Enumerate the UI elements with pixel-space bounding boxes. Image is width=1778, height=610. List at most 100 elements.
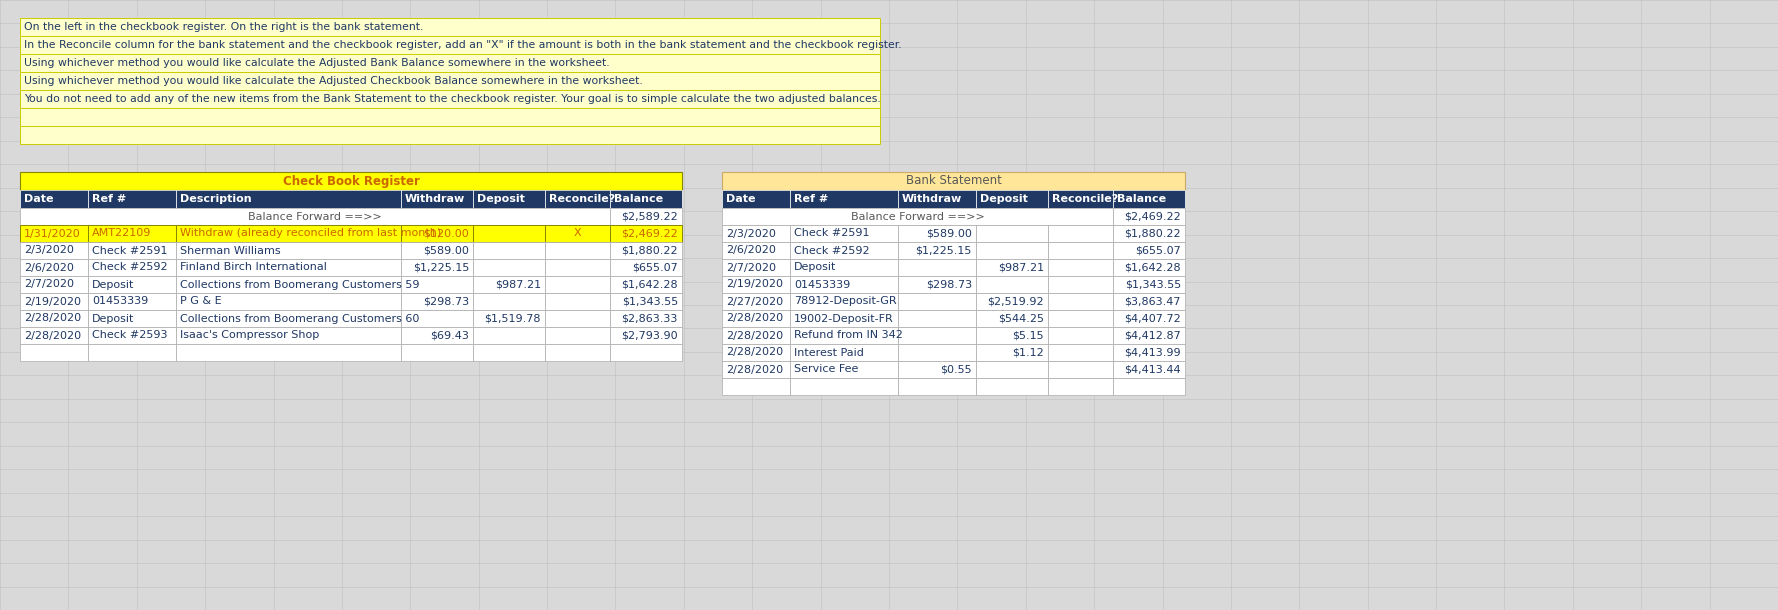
Bar — [87, 276, 176, 293]
Bar — [402, 293, 473, 310]
Text: Withdraw: Withdraw — [901, 194, 962, 204]
Bar — [1047, 276, 1113, 293]
Bar — [473, 242, 546, 259]
Bar — [473, 276, 546, 293]
Text: $1,225.15: $1,225.15 — [412, 262, 469, 273]
Bar — [473, 327, 546, 344]
Bar — [402, 276, 473, 293]
Bar — [722, 208, 1113, 225]
Text: Using whichever method you would like calculate the Adjusted Bank Balance somewh: Using whichever method you would like ca… — [23, 58, 610, 68]
Bar — [1047, 310, 1113, 327]
Bar — [1113, 242, 1184, 259]
Text: 2/27/2020: 2/27/2020 — [725, 296, 782, 306]
Text: 01453339: 01453339 — [795, 279, 850, 290]
Text: $987.21: $987.21 — [494, 279, 541, 290]
Text: $298.73: $298.73 — [926, 279, 973, 290]
Bar — [789, 378, 898, 395]
Bar — [976, 310, 1047, 327]
Bar — [402, 190, 473, 208]
Bar — [87, 293, 176, 310]
Bar — [722, 259, 789, 276]
Bar — [789, 293, 898, 310]
Text: Deposit: Deposit — [92, 314, 135, 323]
Bar — [546, 259, 610, 276]
Bar — [1047, 327, 1113, 344]
Bar — [789, 259, 898, 276]
Text: Date: Date — [725, 194, 756, 204]
Text: 2/28/2020: 2/28/2020 — [725, 365, 782, 375]
Text: $2,793.90: $2,793.90 — [621, 331, 677, 340]
Text: 2/28/2020: 2/28/2020 — [23, 331, 82, 340]
Text: $1,880.22: $1,880.22 — [1124, 229, 1181, 239]
Bar — [976, 190, 1047, 208]
Text: $2,469.22: $2,469.22 — [1124, 212, 1181, 221]
Bar — [176, 242, 402, 259]
Bar — [546, 190, 610, 208]
Bar — [722, 293, 789, 310]
Bar — [1113, 361, 1184, 378]
Bar — [1113, 378, 1184, 395]
Text: $4,407.72: $4,407.72 — [1124, 314, 1181, 323]
Bar — [1113, 293, 1184, 310]
Bar — [20, 72, 880, 90]
Text: P G & E: P G & E — [180, 296, 222, 306]
Bar — [976, 276, 1047, 293]
Bar — [898, 190, 976, 208]
Bar — [1047, 344, 1113, 361]
Text: You do not need to add any of the new items from the Bank Statement to the check: You do not need to add any of the new it… — [23, 94, 880, 104]
Bar — [898, 327, 976, 344]
Text: AMT22109: AMT22109 — [92, 229, 151, 239]
Text: Finland Birch International: Finland Birch International — [180, 262, 327, 273]
Bar — [546, 310, 610, 327]
Bar — [20, 18, 880, 36]
Text: Deposit: Deposit — [795, 262, 836, 273]
Text: 2/3/2020: 2/3/2020 — [23, 245, 75, 256]
Bar — [898, 225, 976, 242]
Bar — [898, 310, 976, 327]
Bar — [789, 190, 898, 208]
Text: $4,413.99: $4,413.99 — [1124, 348, 1181, 357]
Bar — [87, 344, 176, 361]
Bar — [176, 293, 402, 310]
Text: $1,519.78: $1,519.78 — [484, 314, 541, 323]
Text: Balance Forward ==>>: Balance Forward ==>> — [850, 212, 985, 221]
Text: In the Reconcile column for the bank statement and the checkbook register, add a: In the Reconcile column for the bank sta… — [23, 40, 901, 50]
Text: Service Fee: Service Fee — [795, 365, 859, 375]
Text: 78912-Deposit-GR: 78912-Deposit-GR — [795, 296, 896, 306]
Bar — [546, 293, 610, 310]
Bar — [976, 327, 1047, 344]
Bar — [20, 36, 880, 54]
Bar — [722, 310, 789, 327]
Bar — [1047, 378, 1113, 395]
Bar — [473, 190, 546, 208]
Text: Using whichever method you would like calculate the Adjusted Checkbook Balance s: Using whichever method you would like ca… — [23, 76, 644, 86]
Bar — [20, 242, 87, 259]
Bar — [87, 310, 176, 327]
Bar — [402, 242, 473, 259]
Bar — [20, 190, 87, 208]
Bar — [976, 242, 1047, 259]
Bar — [402, 225, 473, 242]
Bar — [898, 259, 976, 276]
Bar — [1113, 310, 1184, 327]
Text: Ref #: Ref # — [92, 194, 126, 204]
Text: $2,519.92: $2,519.92 — [987, 296, 1044, 306]
Bar — [473, 293, 546, 310]
Bar — [20, 276, 87, 293]
Text: $4,412.87: $4,412.87 — [1124, 331, 1181, 340]
Bar — [20, 172, 683, 190]
Bar — [546, 327, 610, 344]
Bar — [722, 242, 789, 259]
Bar — [176, 310, 402, 327]
Bar — [1047, 293, 1113, 310]
Text: Refund from IN 342: Refund from IN 342 — [795, 331, 903, 340]
Text: Withdraw (already reconciled from last month): Withdraw (already reconciled from last m… — [180, 229, 441, 239]
Bar — [1047, 361, 1113, 378]
Text: $1,343.55: $1,343.55 — [1125, 279, 1181, 290]
Bar — [87, 225, 176, 242]
Bar — [20, 208, 610, 225]
Bar — [20, 126, 880, 144]
Bar — [1113, 276, 1184, 293]
Text: Date: Date — [23, 194, 53, 204]
Bar — [473, 259, 546, 276]
